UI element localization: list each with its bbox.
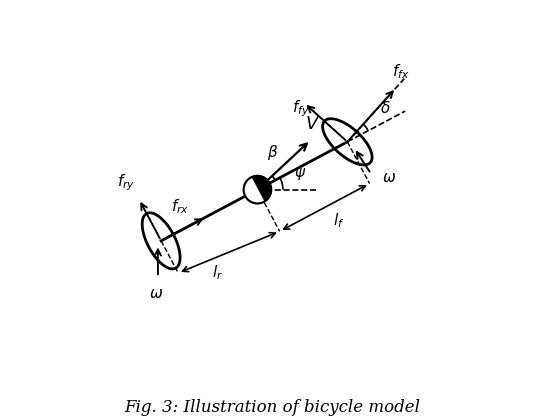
Text: $f_{ry}$: $f_{ry}$ bbox=[117, 172, 135, 193]
Text: $V$: $V$ bbox=[305, 115, 320, 133]
Text: $f_{fy}$: $f_{fy}$ bbox=[292, 98, 309, 119]
Text: Fig. 3: Illustration of bicycle model: Fig. 3: Illustration of bicycle model bbox=[124, 399, 420, 416]
Wedge shape bbox=[244, 177, 264, 204]
Text: $\beta$: $\beta$ bbox=[267, 143, 278, 162]
Circle shape bbox=[244, 176, 271, 204]
Text: $\delta$: $\delta$ bbox=[380, 100, 390, 116]
Text: $f_{fx}$: $f_{fx}$ bbox=[392, 62, 410, 81]
Text: $l_r$: $l_r$ bbox=[213, 263, 224, 282]
Text: $\omega$: $\omega$ bbox=[149, 286, 163, 301]
Text: $\psi$: $\psi$ bbox=[294, 166, 306, 182]
Text: $l_f$: $l_f$ bbox=[333, 211, 345, 230]
Text: $\omega$: $\omega$ bbox=[382, 170, 396, 185]
Text: $f_{rx}$: $f_{rx}$ bbox=[171, 197, 189, 216]
